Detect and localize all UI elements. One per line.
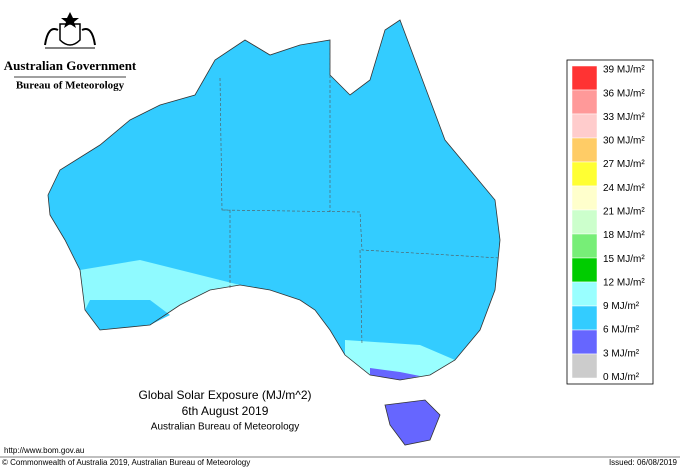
- legend-label: 21 MJ/m²: [603, 206, 645, 217]
- legend-swatch: [571, 89, 598, 115]
- bureau-name: Bureau of Meteorology: [16, 80, 125, 92]
- legend-label: 36 MJ/m²: [603, 88, 645, 99]
- legend-label: 18 MJ/m²: [603, 230, 645, 241]
- legend-swatch: [571, 113, 598, 139]
- legend-label: 24 MJ/m²: [603, 183, 645, 194]
- footer-copyright: © Commonwealth of Australia 2019, Austra…: [2, 458, 250, 467]
- legend-swatch: [571, 209, 598, 235]
- legend-label: 9 MJ/m²: [603, 301, 640, 312]
- legend-label: 6 MJ/m²: [603, 325, 640, 336]
- legend-swatch: [571, 65, 598, 91]
- coat-of-arms: [44, 12, 96, 49]
- footer-issued: Issued: 06/08/2019: [609, 458, 678, 467]
- legend-swatch: [571, 233, 598, 259]
- legend-swatch: [571, 137, 598, 163]
- caption-title: Global Solar Exposure (MJ/m^2): [138, 388, 311, 402]
- footer-url[interactable]: http://www.bom.gov.au: [4, 446, 84, 455]
- legend-label: 27 MJ/m²: [603, 159, 645, 170]
- government-name: Australian Government: [4, 58, 137, 73]
- legend-label: 33 MJ/m²: [603, 112, 645, 123]
- legend-swatch: [571, 185, 598, 211]
- legend-label: 30 MJ/m²: [603, 136, 645, 147]
- legend-label: 15 MJ/m²: [603, 254, 645, 265]
- legend-swatch: [571, 329, 598, 355]
- legend-label: 0 MJ/m²: [603, 372, 640, 383]
- legend: 39 MJ/m² 36 MJ/m² 33 MJ/m² 30 MJ/m² 27 MJ/m²…: [571, 65, 645, 383]
- caption-source: Australian Bureau of Meteorology: [151, 422, 299, 433]
- legend-swatch: [571, 161, 598, 187]
- legend-swatch: [571, 257, 598, 283]
- legend-swatch: [571, 305, 598, 331]
- legend-swatch: [571, 281, 598, 307]
- legend-label: 3 MJ/m²: [603, 348, 640, 359]
- legend-label: 39 MJ/m²: [603, 65, 645, 76]
- legend-label: 12 MJ/m²: [603, 277, 645, 288]
- caption-date: 6th August 2019: [182, 404, 269, 418]
- legend-swatch: [571, 353, 598, 379]
